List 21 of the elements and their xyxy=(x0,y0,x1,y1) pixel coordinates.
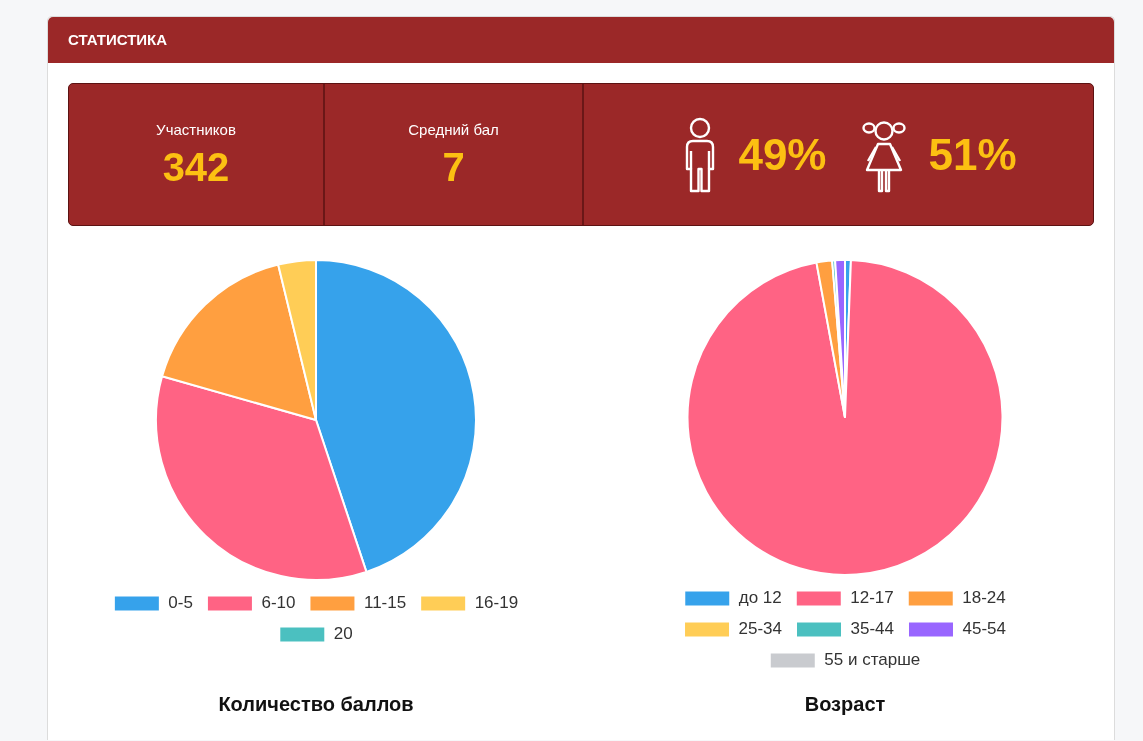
text: 49% xyxy=(738,129,827,179)
legend-label: 12-17 xyxy=(850,588,894,608)
legend-label: 6-10 xyxy=(261,593,296,613)
legend-label: до 12 xyxy=(738,588,782,608)
text: 51% xyxy=(928,129,1017,179)
text: Средний бал xyxy=(408,120,499,139)
text: СТАТИСТИКА xyxy=(68,31,168,49)
legend-label: 11-15 xyxy=(363,593,407,613)
legend-label: 16-19 xyxy=(474,593,519,613)
legend-label: 55 и старше xyxy=(824,650,921,670)
text: Участников xyxy=(156,120,236,139)
text: 342 xyxy=(162,144,230,189)
text: 7 xyxy=(442,144,465,189)
legend-label: 45-54 xyxy=(962,619,1006,639)
text: Возраст xyxy=(804,692,886,715)
legend-label: 35-44 xyxy=(850,619,894,639)
legend-label: 25-34 xyxy=(738,619,783,639)
text: Количество баллов xyxy=(218,692,414,715)
legend-label: 0-5 xyxy=(168,593,193,613)
legend-label: 18-24 xyxy=(962,588,1006,608)
legend-label: 20 xyxy=(333,624,353,644)
